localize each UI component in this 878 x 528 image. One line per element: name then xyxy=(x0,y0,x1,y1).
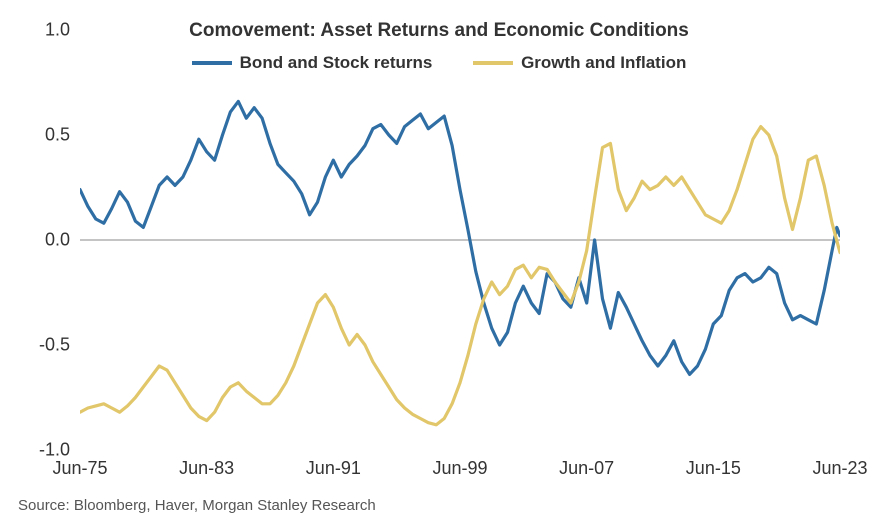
chart-container: Comovement: Asset Returns and Economic C… xyxy=(0,0,878,528)
x-tick-label: Jun-75 xyxy=(52,450,107,479)
y-tick-label: 1.0 xyxy=(45,20,80,41)
x-tick-label: Jun-07 xyxy=(559,450,614,479)
y-tick-label: 0.0 xyxy=(45,230,80,251)
y-tick-label: 0.5 xyxy=(45,125,80,146)
plot-area: 1.0 0.5 0.0 -0.5 -1.0 Jun-75 Jun-83 Jun-… xyxy=(80,30,840,450)
x-tick-label: Jun-15 xyxy=(686,450,741,479)
x-tick-label: Jun-99 xyxy=(432,450,487,479)
y-tick-label: -0.5 xyxy=(39,335,80,356)
x-tick-label: Jun-83 xyxy=(179,450,234,479)
chart-svg xyxy=(80,30,840,450)
series-bond_stock_returns xyxy=(80,101,840,374)
series-growth_inflation xyxy=(80,127,840,425)
chart-source: Source: Bloomberg, Haver, Morgan Stanley… xyxy=(18,497,376,514)
x-tick-label: Jun-91 xyxy=(306,450,361,479)
x-tick-label: Jun-23 xyxy=(812,450,867,479)
